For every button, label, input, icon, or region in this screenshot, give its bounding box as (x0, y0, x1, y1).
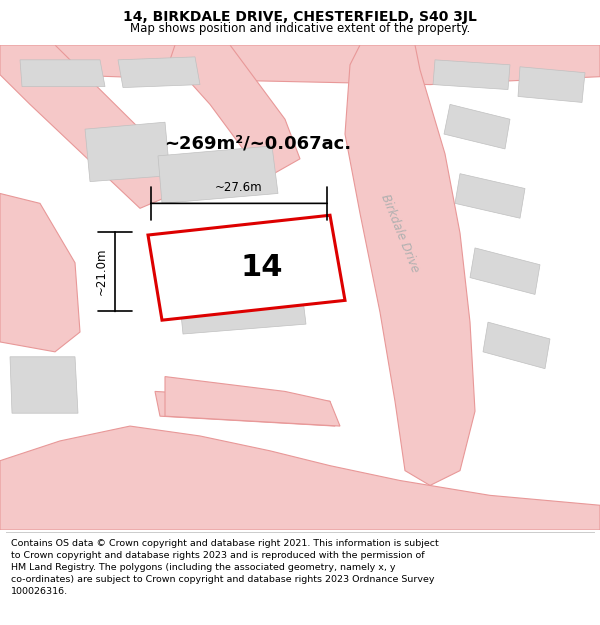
Text: ~269m²/~0.067ac.: ~269m²/~0.067ac. (164, 135, 352, 153)
Polygon shape (0, 45, 600, 84)
Polygon shape (345, 45, 475, 486)
Text: ~27.6m: ~27.6m (215, 181, 263, 194)
Text: Map shows position and indicative extent of the property.: Map shows position and indicative extent… (130, 22, 470, 35)
Polygon shape (0, 426, 600, 530)
Polygon shape (455, 174, 525, 218)
Polygon shape (518, 67, 585, 102)
Polygon shape (170, 45, 300, 179)
Polygon shape (0, 45, 175, 208)
Polygon shape (165, 377, 340, 426)
Polygon shape (118, 57, 200, 88)
Polygon shape (148, 215, 345, 320)
Polygon shape (178, 274, 306, 334)
Text: 14: 14 (240, 253, 283, 282)
Polygon shape (155, 391, 335, 426)
Text: Birkdale Drive: Birkdale Drive (379, 192, 422, 274)
Polygon shape (85, 122, 170, 182)
Polygon shape (0, 194, 80, 352)
Text: 14, BIRKDALE DRIVE, CHESTERFIELD, S40 3JL: 14, BIRKDALE DRIVE, CHESTERFIELD, S40 3J… (123, 10, 477, 24)
Polygon shape (444, 104, 510, 149)
Text: ~21.0m: ~21.0m (95, 248, 107, 296)
Polygon shape (433, 60, 510, 89)
Polygon shape (483, 322, 550, 369)
Polygon shape (158, 146, 278, 203)
Polygon shape (20, 60, 105, 87)
Text: Contains OS data © Crown copyright and database right 2021. This information is : Contains OS data © Crown copyright and d… (11, 539, 439, 596)
Polygon shape (470, 248, 540, 294)
Polygon shape (10, 357, 78, 413)
